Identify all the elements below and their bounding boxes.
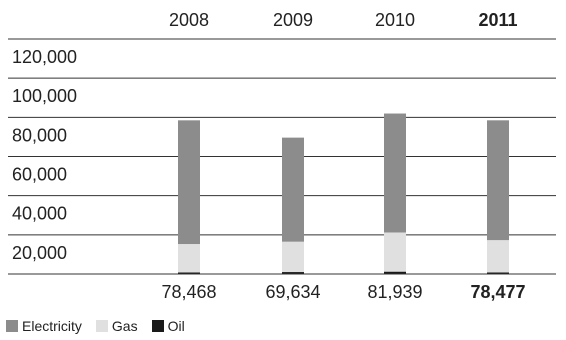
bar-gas-2011 <box>487 240 509 273</box>
category-label-2011: 2011 <box>478 10 517 30</box>
legend-swatch-gas <box>95 320 108 332</box>
bar-electricity-2009 <box>282 137 304 242</box>
total-label-2010: 81,939 <box>367 282 422 302</box>
bar-oil-2011 <box>487 272 509 274</box>
bar-gas-2010 <box>384 232 406 272</box>
total-label-2011: 78,477 <box>470 282 525 302</box>
legend-item-electricity: Electricity <box>6 318 82 334</box>
total-label-2008: 78,468 <box>161 282 216 302</box>
bar-electricity-2011 <box>487 120 509 241</box>
legend-label-gas: Gas <box>111 318 138 334</box>
bar-electricity-2008 <box>178 120 200 245</box>
legend-swatch-oil <box>151 320 164 332</box>
y-tick-label: 120,000 <box>12 47 77 67</box>
y-tick-label: 20,000 <box>12 243 67 263</box>
category-label-2009: 2009 <box>273 10 313 30</box>
y-tick-label: 100,000 <box>12 86 77 106</box>
legend-label-electricity: Electricity <box>22 318 82 334</box>
category-label-2010: 2010 <box>375 10 415 30</box>
bar-gas-2008 <box>178 244 200 273</box>
legend-label-oil: Oil <box>167 318 185 334</box>
bar-oil-2010 <box>384 271 406 274</box>
legend-swatch-electricity <box>6 320 18 332</box>
y-tick-label: 40,000 <box>12 204 67 224</box>
bar-electricity-2010 <box>384 113 406 233</box>
bar-oil-2009 <box>282 272 304 274</box>
legend: Electricity Gas Oil <box>6 318 199 334</box>
legend-item-gas: Gas <box>95 318 138 334</box>
bar-gas-2009 <box>282 241 304 273</box>
legend-item-oil: Oil <box>151 318 185 334</box>
bar-oil-2008 <box>178 272 200 274</box>
y-tick-label: 80,000 <box>12 125 67 145</box>
total-label-2009: 69,634 <box>265 282 320 302</box>
category-label-2008: 2008 <box>169 10 209 30</box>
y-tick-label: 60,000 <box>12 165 67 185</box>
